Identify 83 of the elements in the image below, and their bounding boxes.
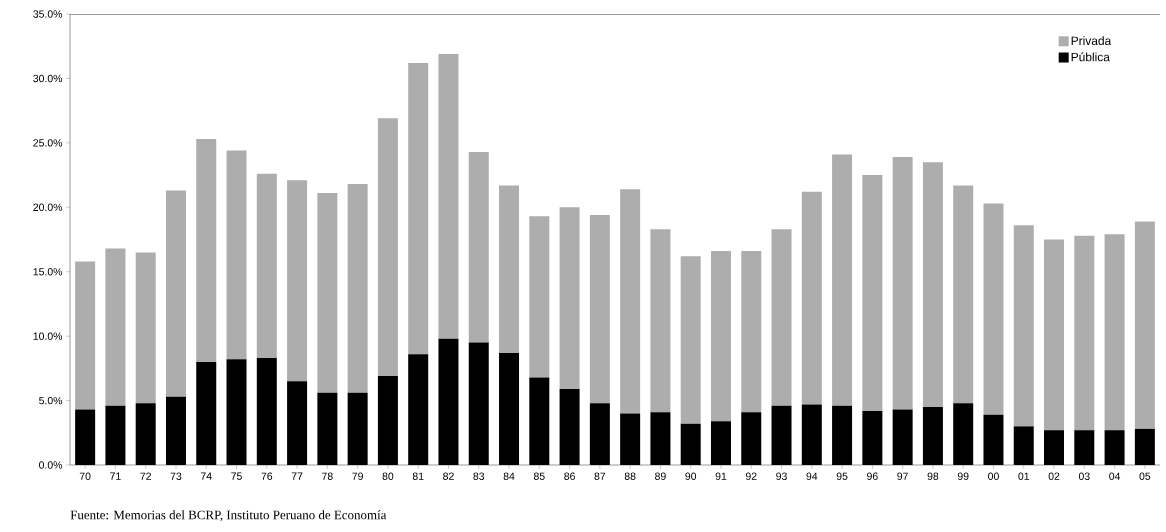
bar [499,185,520,353]
bar [317,193,338,393]
x-tick-label: 77 [291,472,303,480]
bar [620,189,641,414]
y-tick-label: 35.0% [33,10,63,18]
bar [892,157,913,410]
x-tick-label: 85 [533,472,545,480]
bar [468,151,489,343]
x-tick-label: 78 [322,472,333,480]
bar [1074,235,1095,431]
bar [862,175,883,411]
bar [529,216,550,378]
y-tick-label: 5.0% [39,396,63,405]
x-tick-label: 92 [745,472,757,480]
bar [256,173,277,359]
x-tick-label: 82 [443,472,454,480]
bar [377,118,398,377]
x-tick-label: 73 [170,472,182,480]
x-tick-label: 98 [927,472,939,480]
bar [650,229,671,413]
source-note: Fuente: Memorias del BCRP, Instituto Peruano de Economía [70,510,387,522]
x-tick-label: 86 [564,472,575,480]
bar [75,261,96,410]
y-tick-label: 25.0% [33,139,63,147]
x-tick-label: 74 [200,472,212,480]
x-tick-label: 84 [503,472,515,480]
x-tick-label: 81 [412,472,424,480]
x-tick-label: 94 [806,472,818,480]
bar [801,191,822,405]
bar [1013,225,1034,427]
bar [771,229,792,406]
bar [287,180,308,382]
x-tick-label: 96 [867,472,878,480]
x-tick-label: 93 [776,472,787,480]
bar [105,248,126,406]
bar [710,251,731,422]
y-tick-label: 10.0% [33,332,63,340]
x-tick-label: 72 [140,472,151,480]
bar [135,252,156,404]
x-tick-label: 03 [1078,472,1090,480]
y-tick-label: 0.0% [39,461,63,469]
x-tick-label: 97 [897,472,908,480]
x-tick-label: 04 [1109,472,1121,480]
bar [1044,239,1065,431]
bar [741,251,762,413]
y-tick-label: 15.0% [33,268,63,276]
x-tick-label: 00 [988,472,999,480]
x-tick-label: 70 [79,472,91,480]
x-tick-label: 75 [231,472,242,480]
x-tick-label: 05 [1139,472,1151,480]
x-tick-label: 99 [957,472,969,480]
bar [165,190,186,397]
x-tick-label: 91 [715,472,727,480]
bar [680,256,701,424]
bar [438,53,459,339]
x-tick-label: 89 [655,472,666,480]
legend-label: Privada [1071,36,1112,45]
x-tick-label: 79 [352,472,363,480]
legend-label: Pública [1071,52,1110,62]
x-tick-label: 83 [473,472,485,480]
bar [1134,221,1155,429]
x-tick-label: 71 [110,472,121,480]
y-tick-label: 30.0% [33,74,63,83]
bar [589,215,610,404]
bar [983,203,1004,415]
x-tick-label: 90 [685,472,697,480]
x-tick-label: 76 [261,472,273,480]
x-tick-label: 95 [836,472,848,480]
bar [953,185,974,404]
bar [832,154,853,406]
bar [408,62,429,355]
x-tick-label: 01 [1018,472,1030,480]
bar [196,138,217,362]
bar [559,207,580,389]
bar [347,184,368,393]
y-tick-label: 20.0% [33,203,63,211]
bar [1104,234,1125,431]
x-tick-label: 88 [624,472,636,480]
x-tick-label: 02 [1048,472,1060,480]
x-tick-label: 80 [382,472,394,480]
bar [922,162,943,408]
bar [226,150,247,360]
x-tick-label: 87 [594,472,606,480]
